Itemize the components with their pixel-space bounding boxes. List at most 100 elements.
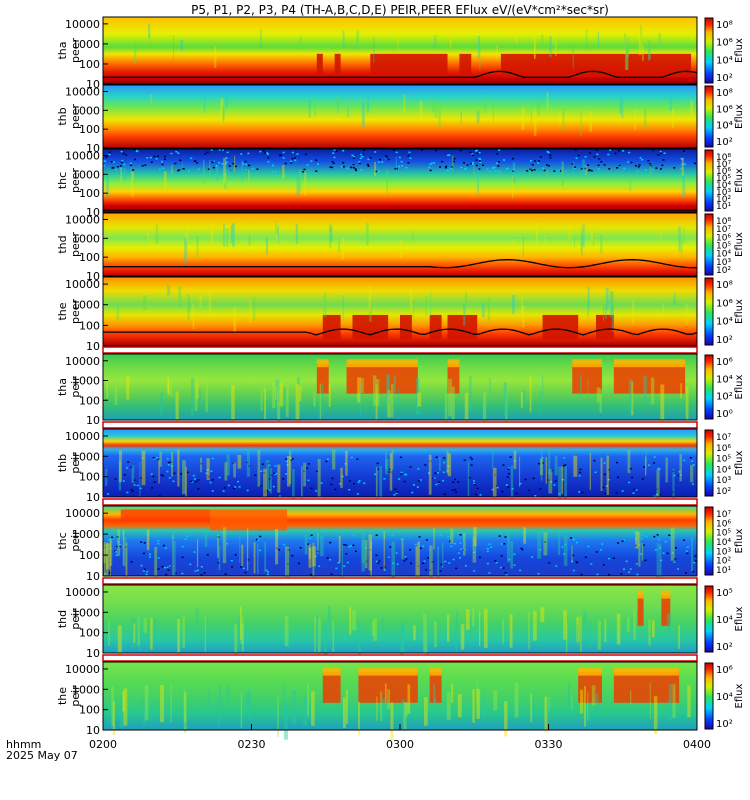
texture-streak [487,297,491,322]
colorbar-label: Eflux [734,606,745,631]
noise-speck [578,474,581,477]
texture-streak [312,542,315,583]
noise-speck [141,165,144,167]
texture-streak [217,534,219,558]
noise-speck [580,573,583,576]
noise-speck [532,477,535,480]
noise-speck [457,552,460,554]
noise-speck [505,574,508,576]
y-tick-label: 10000 [65,355,100,368]
texture-streak [117,529,120,556]
y-axis-label: thcpeer [56,168,82,194]
noise-speck [211,161,214,163]
texture-streak [364,539,368,569]
texture-streak [371,620,375,636]
colorbar-tick-label: 10⁵ [716,242,731,252]
texture-streak [585,165,587,176]
noise-speck [207,168,210,170]
texture-streak [223,157,227,183]
texture-streak [567,682,570,705]
texture-streak [233,462,236,478]
texture-streak [301,466,303,505]
noise-speck [400,538,403,540]
noise-speck [341,475,344,478]
noise-speck [383,536,386,538]
noise-speck [203,572,206,574]
texture-streak [510,540,514,569]
colorbar-label: Eflux [734,374,745,399]
texture-streak [522,236,524,258]
noise-speck [605,485,608,487]
noise-speck [590,563,593,565]
ion-burst-edge [447,359,460,368]
texture-streak [296,172,300,196]
y-tick-label: 100 [79,187,100,200]
noise-speck [284,162,287,165]
noise-speck [634,544,637,547]
y-tick-label: 100 [79,123,100,136]
noise-speck [584,167,587,170]
y-tick-label: 100 [79,58,100,71]
texture-streak [373,37,375,64]
noise-speck [542,168,545,170]
noise-speck [131,490,134,492]
texture-streak [544,235,546,248]
texture-streak [114,385,118,405]
noise-speck [244,163,247,166]
noise-speck [476,152,479,154]
noise-speck [103,546,106,549]
noise-speck [634,164,637,167]
noise-speck [429,460,432,462]
noise-speck [344,463,347,465]
noise-speck [180,472,183,475]
texture-streak [257,450,261,487]
colorbar-tick-label: 10² [716,137,733,148]
texture-streak [234,155,236,172]
noise-speck [452,481,455,483]
texture-streak [399,240,403,258]
noise-speck [150,161,153,163]
noise-speck [266,462,269,465]
texture-streak [469,376,472,410]
noise-speck [310,574,313,576]
texture-streak [580,112,582,137]
noise-speck [271,164,274,167]
noise-speck [563,457,566,459]
texture-streak [246,528,249,571]
y-tick-label: 10 [86,206,100,219]
colorbar-tick-label: 10³ [716,258,731,268]
texture-streak [542,374,544,398]
texture-streak [373,617,378,641]
noise-speck [683,459,686,462]
texture-streak [534,36,536,59]
texture-streak [460,624,465,650]
noise-speck [416,486,419,488]
noise-speck [445,165,448,168]
noise-speck [268,489,271,491]
noise-speck [205,472,208,474]
noise-speck [304,153,307,156]
spectrogram-thc-peer [103,149,697,212]
noise-speck [608,574,611,576]
texture-streak [627,450,631,474]
noise-speck [615,461,618,464]
noise-speck [430,162,433,165]
texture-streak [571,545,573,563]
texture-streak [597,620,601,650]
colorbar-tick-label: 10² [716,487,731,497]
noise-speck [442,471,445,474]
colorbar-tick-label: 10⁴ [716,121,733,132]
noise-speck [207,475,210,478]
noise-speck [378,158,381,161]
noise-speck [385,155,388,157]
texture-streak [275,385,279,400]
texture-streak [386,374,390,399]
noise-speck [668,534,671,537]
noise-speck [588,152,591,154]
texture-streak [523,527,526,544]
texture-streak [148,33,151,45]
texture-streak [277,696,279,738]
texture-streak [624,33,626,50]
y-tick-label: 100 [79,394,100,407]
